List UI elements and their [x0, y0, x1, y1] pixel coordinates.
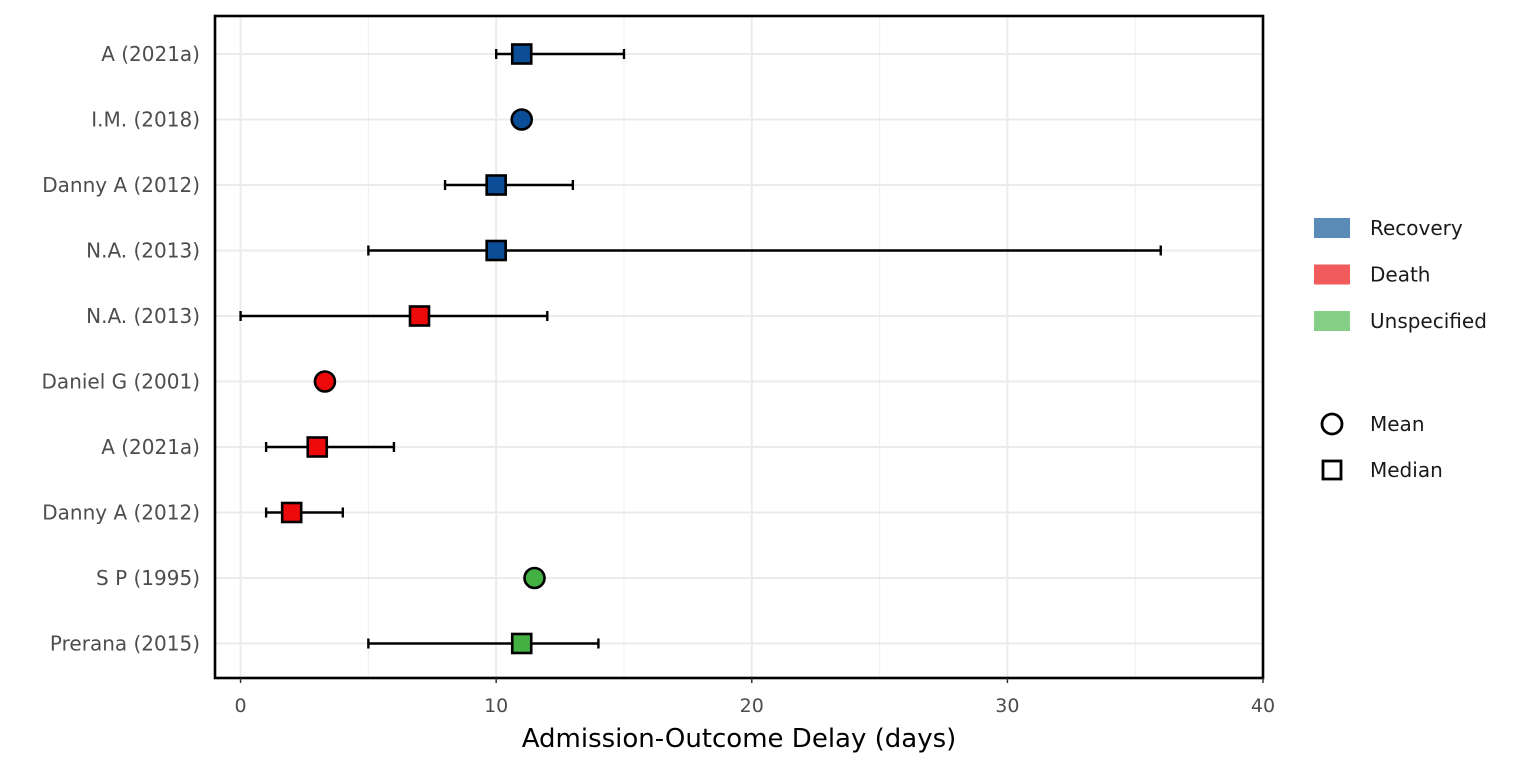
- plot-panel: [215, 16, 1263, 678]
- x-tick-label: 0: [235, 695, 247, 717]
- legend-key-recovery: [1314, 218, 1350, 238]
- median-point: [485, 174, 507, 196]
- legend-label-death: Death: [1370, 263, 1430, 287]
- median-point: [280, 501, 303, 524]
- x-tick-label: 10: [484, 695, 508, 717]
- legend-label-recovery: Recovery: [1370, 216, 1463, 240]
- y-tick-label: S P (1995): [96, 566, 200, 590]
- y-tick-label: A (2021a): [101, 42, 200, 66]
- median-point: [510, 43, 533, 65]
- legend-label-unspecified: Unspecified: [1370, 309, 1487, 333]
- y-tick-label: I.M. (2018): [91, 108, 200, 132]
- y-tick-label: Danny A (2012): [42, 501, 200, 525]
- x-tick-label: 40: [1251, 695, 1275, 717]
- x-tick-label: 30: [995, 695, 1019, 717]
- median-point: [485, 239, 507, 262]
- legend-label-mean: Mean: [1370, 412, 1425, 436]
- legend-label-median: Median: [1370, 458, 1443, 482]
- legend-key-unspecified: [1314, 311, 1350, 331]
- mean-point: [523, 566, 546, 590]
- mean-point: [313, 370, 337, 393]
- y-tick-label: Danny A (2012): [42, 173, 200, 197]
- y-tick-label: N.A. (2013): [86, 304, 200, 328]
- median-point: [306, 436, 329, 458]
- median-point: [408, 305, 431, 327]
- y-tick-label: Daniel G (2001): [42, 370, 200, 394]
- median-point: [510, 632, 533, 655]
- mean-point: [510, 108, 534, 131]
- x-axis-title: Admission-Outcome Delay (days): [522, 724, 957, 754]
- legend-key-median: [1321, 459, 1343, 481]
- y-tick-label: A (2021a): [101, 435, 200, 459]
- plot-border: [213, 14, 1265, 680]
- y-tick-label: N.A. (2013): [86, 239, 200, 263]
- x-tick-label: 20: [740, 695, 764, 717]
- y-tick-label: Prerana (2015): [50, 632, 200, 656]
- legend-key-death: [1314, 264, 1350, 285]
- legend-key-mean: [1320, 412, 1344, 436]
